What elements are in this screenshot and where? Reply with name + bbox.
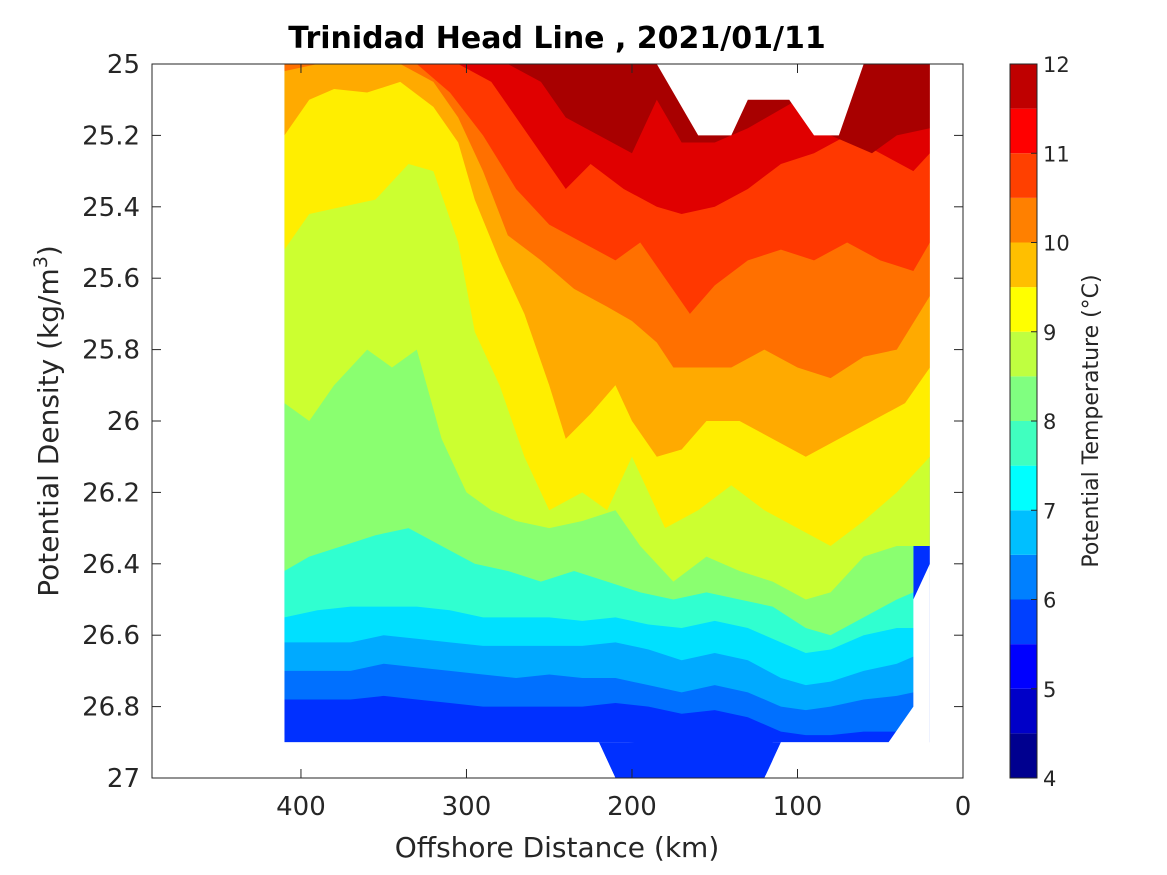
chart-title: Trinidad Head Line , 2021/01/11	[288, 21, 825, 56]
colorbar-swatch	[1010, 242, 1037, 288]
y-axis-label: Potential Density (kg/m3)	[30, 245, 65, 597]
plot-area	[152, 64, 963, 778]
y-axis-label-main: Potential Density (kg/m	[32, 268, 65, 597]
colorbar-swatch	[1010, 197, 1037, 243]
x-axis-label: Offshore Distance (km)	[395, 831, 720, 864]
colorbar-swatch	[1010, 64, 1037, 109]
colorbar-swatches	[1010, 64, 1037, 778]
y-tick-label: 26.6	[82, 621, 140, 651]
colorbar-tick-label: 10	[1043, 232, 1070, 256]
no-data-region	[764, 563, 930, 778]
colorbar-swatch	[1010, 644, 1037, 689]
x-tick-label: 300	[442, 792, 492, 822]
colorbar-tick-label: 4	[1043, 767, 1056, 791]
y-tick-label: 26	[107, 407, 140, 437]
x-tick-label: 200	[607, 792, 657, 822]
colorbar-swatch	[1010, 688, 1037, 734]
colorbar-swatch	[1010, 153, 1037, 198]
y-tick-label: 25.6	[82, 264, 140, 294]
y-tick-label: 26.4	[82, 550, 140, 580]
y-axis-ticks: 25 25.2 25.4 25.6 25.8 26 26.2 26.4 26.6 26.8 27	[82, 50, 963, 794]
colorbar-swatch	[1010, 421, 1037, 466]
colorbar-ticks: 4 5 6 7 8 9 10 11 12	[1031, 53, 1070, 791]
y-tick-label: 25.8	[82, 336, 140, 366]
no-data-mask	[152, 64, 963, 778]
x-tick-label: 0	[955, 792, 972, 822]
colorbar-tick-label: 9	[1043, 321, 1056, 345]
colorbar-swatch	[1010, 331, 1037, 377]
colorbar-tick-label: 11	[1043, 142, 1070, 166]
colorbar-swatch	[1010, 510, 1037, 555]
colorbar-label: Potential Temperature (°C)	[1079, 274, 1104, 567]
colorbar-swatch	[1010, 733, 1037, 778]
no-data-region	[929, 64, 963, 778]
colorbar-swatch	[1010, 599, 1037, 645]
contour-bands	[284, 64, 930, 778]
x-tick-label: 400	[276, 792, 326, 822]
colorbar-tick-label: 7	[1043, 499, 1056, 523]
no-data-region	[152, 64, 285, 778]
y-tick-label: 25.2	[82, 121, 140, 151]
colorbar-tick-label: 6	[1043, 589, 1056, 613]
colorbar-tick-label: 12	[1043, 53, 1070, 77]
colorbar-swatch	[1010, 287, 1037, 332]
colorbar-swatch	[1010, 554, 1037, 600]
y-axis-label-suffix: )	[32, 245, 65, 256]
colorbar: 4 5 6 7 8 9 10 11 12 Potential Temperature (°C)	[1009, 53, 1104, 791]
y-axis-label-superscript: 3	[30, 256, 52, 268]
y-tick-label: 25	[107, 50, 140, 80]
colorbar-swatch	[1010, 108, 1037, 154]
colorbar-tick-label: 5	[1043, 678, 1056, 702]
x-tick-label: 100	[773, 792, 823, 822]
y-tick-label: 25.4	[82, 193, 140, 223]
x-axis-ticks: 400 300 200 100 0	[276, 64, 971, 822]
colorbar-swatch	[1010, 465, 1037, 511]
no-data-region	[656, 64, 864, 136]
y-tick-label: 27	[107, 764, 140, 794]
no-data-region	[284, 742, 616, 778]
y-tick-label: 26.8	[82, 693, 140, 723]
colorbar-swatch	[1010, 376, 1037, 421]
y-tick-label: 26.2	[82, 478, 140, 508]
colorbar-tick-label: 8	[1043, 410, 1056, 434]
